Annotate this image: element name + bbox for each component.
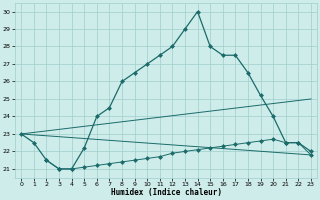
X-axis label: Humidex (Indice chaleur): Humidex (Indice chaleur) [111, 188, 221, 197]
